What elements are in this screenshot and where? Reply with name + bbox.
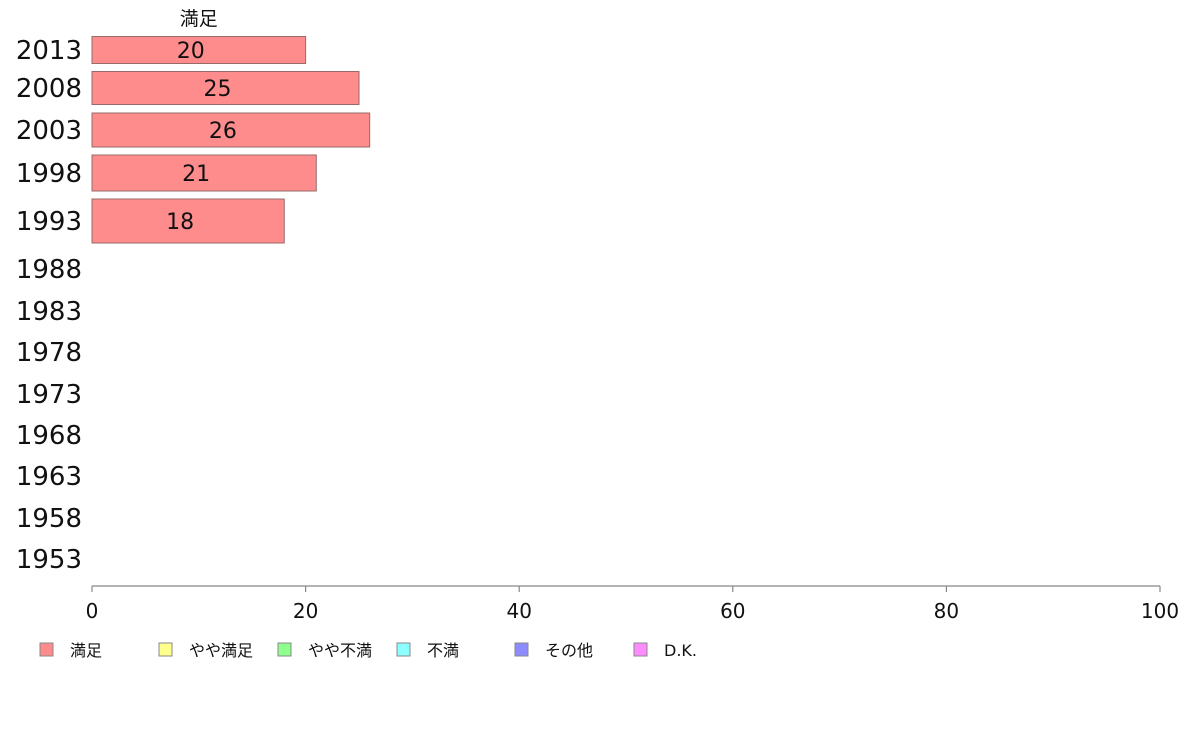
legend-label: やや不満 bbox=[308, 641, 372, 660]
bar-value-label: 21 bbox=[182, 162, 210, 187]
legend-label: 満足 bbox=[70, 641, 102, 660]
x-tick-label: 60 bbox=[720, 599, 745, 623]
year-label: 1993 bbox=[16, 207, 82, 237]
x-tick-label: 80 bbox=[934, 599, 959, 623]
year-label: 1953 bbox=[16, 545, 82, 575]
legend-label: やや満足 bbox=[189, 641, 253, 660]
year-label: 1968 bbox=[16, 421, 82, 451]
year-labels: 2013 2008 2003 1998 1993 1988 1983 1978 1973 1968… bbox=[16, 36, 82, 575]
year-label: 1963 bbox=[16, 462, 82, 492]
x-tick-label: 20 bbox=[293, 599, 318, 623]
bar-value-label: 26 bbox=[209, 119, 237, 144]
bar-segment bbox=[91, 36, 307, 64]
year-label: 1988 bbox=[16, 255, 82, 285]
legend-swatch bbox=[633, 642, 648, 657]
year-label: 1978 bbox=[16, 338, 82, 368]
year-label: 1983 bbox=[16, 297, 82, 327]
bars-layer: 20 25 26 21 18 bbox=[91, 36, 371, 244]
x-tick-label: 40 bbox=[506, 599, 531, 623]
year-label: 1973 bbox=[16, 380, 82, 410]
year-label: 2013 bbox=[16, 36, 82, 66]
bar-segment bbox=[91, 198, 285, 244]
legend-swatch bbox=[158, 642, 173, 657]
bar-value-label: 20 bbox=[177, 39, 205, 64]
legend-label: その他 bbox=[545, 641, 593, 660]
bar-segment bbox=[91, 71, 360, 105]
bar-value-label: 18 bbox=[166, 210, 194, 235]
series-title: 満足 bbox=[180, 8, 218, 30]
legend-swatch bbox=[39, 642, 54, 657]
legend-swatch bbox=[277, 642, 292, 657]
bar-segment bbox=[91, 112, 371, 148]
x-axis: 0 20 40 60 80 100 bbox=[86, 585, 1179, 623]
year-label: 1958 bbox=[16, 504, 82, 534]
legend-label: D.K. bbox=[664, 641, 697, 660]
legend-swatch bbox=[396, 642, 411, 657]
legend-label: 不満 bbox=[427, 641, 459, 660]
bar-value-label: 25 bbox=[204, 77, 232, 102]
year-label: 1998 bbox=[16, 159, 82, 189]
x-tick-label: 100 bbox=[1141, 599, 1179, 623]
x-tick-label: 0 bbox=[86, 599, 99, 623]
year-label: 2008 bbox=[16, 74, 82, 104]
bar-segment bbox=[91, 154, 317, 192]
legend-swatch bbox=[514, 642, 529, 657]
legend: 満足 やや満足 やや不満 不満 その他 D.K. bbox=[39, 641, 697, 660]
year-label: 2003 bbox=[16, 116, 82, 146]
